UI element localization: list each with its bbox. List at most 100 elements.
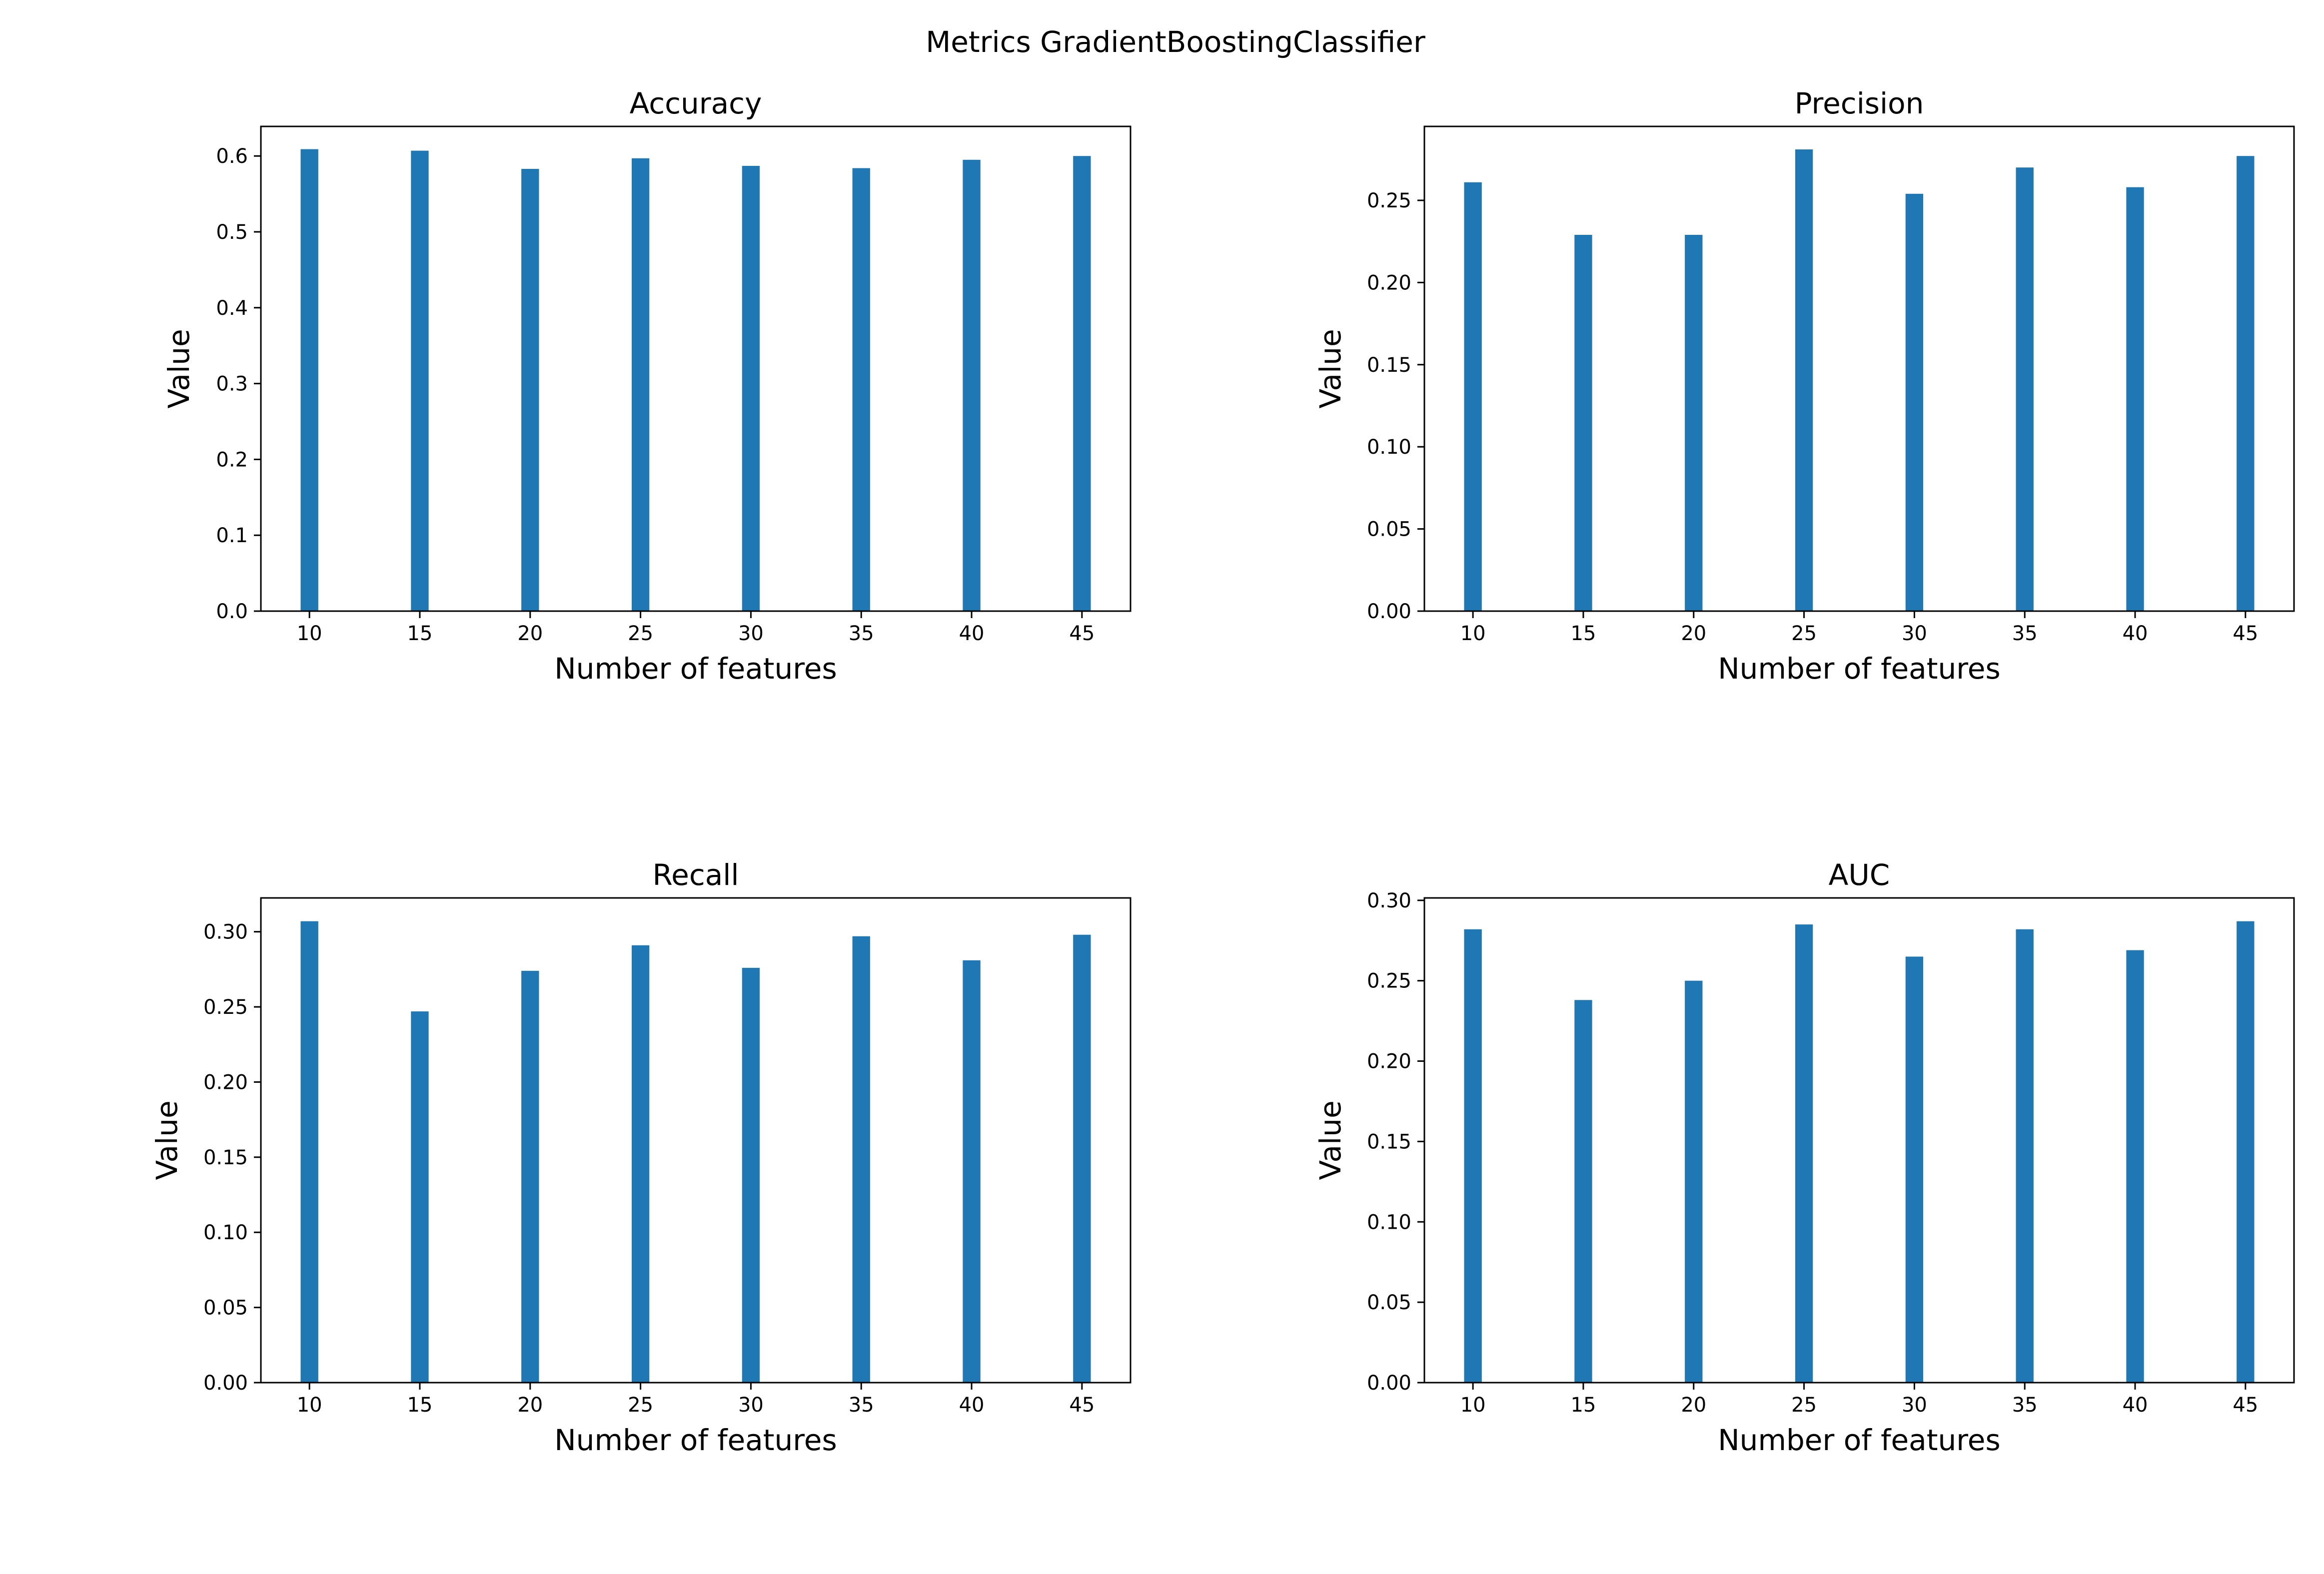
x-tick-label: 10 [297, 622, 322, 645]
y-tick-label: 0.05 [1367, 518, 1411, 541]
y-axis-label: Value [150, 1100, 184, 1180]
subplot-auc: 10 15 20 25 30 35 40 45 0.00 0.05 0.10 0.15 0.20 0.25… [1313, 858, 2295, 1457]
x-tick-label: 15 [407, 1394, 433, 1417]
x-tick-label: 15 [407, 622, 433, 645]
bar-precision-25 [1795, 149, 1813, 611]
x-tick-label: 15 [1571, 622, 1596, 645]
bar-recall-45 [1073, 934, 1091, 1383]
y-tick-label: 0.10 [1367, 1211, 1411, 1234]
y-tick-label: 0.15 [1367, 1130, 1411, 1153]
x-tick-label: 45 [1069, 622, 1095, 645]
subplot-title: AUC [1829, 858, 1890, 892]
y-tick-label: 0.20 [1367, 271, 1411, 294]
bar-precision-20 [1685, 235, 1703, 611]
y-tick-label: 0.0 [216, 600, 248, 623]
x-tick-label: 45 [2233, 622, 2258, 645]
x-tick-label: 20 [517, 1394, 543, 1417]
bar-auc-15 [1574, 1000, 1592, 1383]
subplot-title: Precision [1795, 86, 1924, 120]
bar-precision-15 [1574, 235, 1592, 611]
y-axis-label: Value [1313, 1100, 1347, 1180]
bar-accuracy-25 [631, 158, 650, 611]
y-tick-label: 0.05 [203, 1297, 248, 1320]
bar-precision-30 [1905, 193, 1924, 611]
y-tick-label: 0.25 [203, 996, 248, 1019]
bar-auc-45 [2237, 921, 2255, 1383]
subplot-title: Recall [652, 858, 739, 892]
y-tick-label: 0.30 [1367, 889, 1411, 912]
x-tick-label: 15 [1571, 1394, 1596, 1417]
x-tick-label: 25 [628, 622, 653, 645]
y-tick-label: 0.15 [1367, 354, 1411, 377]
bar-accuracy-10 [300, 149, 318, 611]
axes-frame [260, 897, 1132, 1384]
x-tick-label: 25 [1791, 1394, 1817, 1417]
y-tick-label: 0.00 [203, 1372, 248, 1395]
y-tick-label: 0.4 [216, 297, 248, 320]
bar-recall-35 [852, 936, 870, 1383]
bar-recall-10 [300, 921, 318, 1383]
bar-auc-30 [1905, 956, 1924, 1383]
x-tick-label: 20 [1681, 1394, 1706, 1417]
y-tick-label: 0.5 [216, 221, 248, 244]
subplots: 10 15 20 25 30 35 40 45 0.0 0.1 0.2 0.3 0.4 0.5 0.6 Acc… [150, 86, 2295, 1457]
bar-auc-20 [1685, 980, 1703, 1383]
x-tick-label: 25 [628, 1394, 653, 1417]
y-tick-label: 0.00 [1367, 1372, 1411, 1395]
bar-accuracy-35 [852, 168, 870, 611]
axes-frame [260, 125, 1132, 612]
x-tick-label: 10 [297, 1394, 322, 1417]
y-tick-label: 0.3 [216, 373, 248, 396]
x-axis-label: Number of features [554, 1423, 837, 1457]
y-tick-label: 0.20 [1367, 1050, 1411, 1073]
y-tick-label: 0.25 [1367, 970, 1411, 993]
bar-precision-40 [2126, 187, 2144, 611]
bar-precision-45 [2237, 156, 2255, 611]
x-tick-label: 35 [849, 622, 874, 645]
y-tick-label: 0.25 [1367, 189, 1411, 212]
y-axis-label: Value [1313, 329, 1347, 408]
bar-auc-10 [1464, 929, 1482, 1383]
x-axis-label: Number of features [1718, 652, 2000, 686]
x-axis-label: Number of features [554, 652, 837, 686]
y-tick-label: 0.20 [203, 1071, 248, 1094]
x-tick-label: 25 [1791, 622, 1817, 645]
x-tick-label: 30 [738, 622, 764, 645]
x-tick-label: 40 [2123, 1394, 2148, 1417]
x-axis-label: Number of features [1718, 1423, 2000, 1457]
subplot-precision: 10 15 20 25 30 35 40 45 0.00 0.05 0.10 0.15 0.20 0.25… [1313, 86, 2295, 686]
bar-recall-20 [521, 970, 539, 1383]
bar-recall-30 [742, 967, 760, 1383]
x-tick-label: 35 [849, 1394, 874, 1417]
bar-auc-35 [2016, 929, 2034, 1383]
y-tick-label: 0.6 [216, 145, 248, 168]
bar-auc-40 [2126, 950, 2144, 1383]
x-tick-label: 20 [1681, 622, 1706, 645]
y-tick-label: 0.30 [203, 921, 248, 944]
bar-accuracy-40 [963, 159, 981, 611]
x-tick-label: 30 [1902, 1394, 1927, 1417]
x-tick-label: 20 [517, 622, 543, 645]
bar-accuracy-15 [411, 150, 429, 612]
y-tick-label: 0.1 [216, 524, 248, 547]
y-tick-label: 0.10 [1367, 436, 1411, 459]
subplot-recall: 10 15 20 25 30 35 40 45 0.00 0.05 0.10 0.15 0.20 0.25… [150, 858, 1132, 1457]
x-tick-label: 45 [1069, 1394, 1095, 1417]
x-tick-label: 30 [738, 1394, 764, 1417]
y-tick-label: 0.05 [1367, 1291, 1411, 1314]
bar-auc-25 [1795, 924, 1813, 1383]
bar-recall-40 [963, 960, 981, 1383]
axes-frame [1423, 897, 2295, 1384]
bar-accuracy-20 [521, 169, 539, 611]
bar-recall-15 [411, 1011, 429, 1383]
bar-precision-35 [2016, 167, 2034, 611]
y-tick-label: 0.2 [216, 448, 248, 471]
y-axis-label: Value [162, 329, 196, 408]
x-tick-label: 45 [2233, 1394, 2258, 1417]
axes-frame [1423, 125, 2295, 612]
subplot-title: Accuracy [630, 86, 762, 120]
x-tick-label: 10 [1460, 1394, 1486, 1417]
x-tick-label: 10 [1460, 622, 1486, 645]
subplot-accuracy: 10 15 20 25 30 35 40 45 0.0 0.1 0.2 0.3 0.4 0.5 0.6 Acc… [162, 86, 1132, 686]
